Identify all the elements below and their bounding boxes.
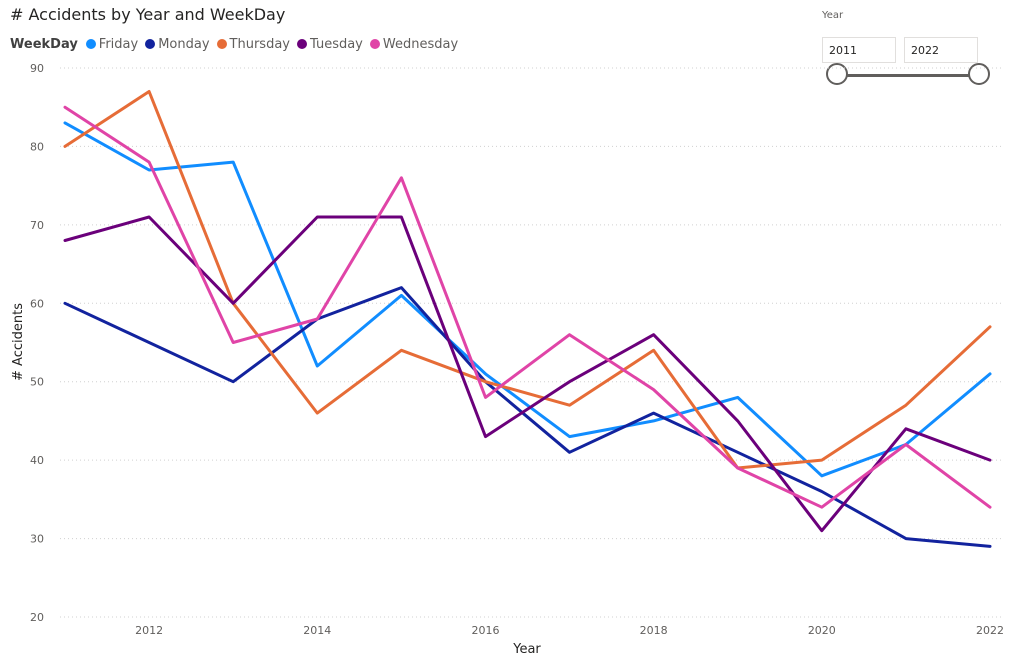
y-axis-title: # Accidents [11, 303, 26, 381]
y-tick-label: 60 [30, 297, 44, 310]
slicer-end-input[interactable]: 2022 [904, 37, 978, 63]
x-tick-label: 2014 [303, 624, 331, 637]
series-lines [63, 90, 992, 548]
gridlines [60, 67, 1002, 618]
y-tick-label: 40 [30, 454, 44, 467]
slicer-title: Year [822, 10, 844, 21]
series-line-wednesday[interactable] [63, 105, 992, 509]
x-tick-label: 2022 [976, 624, 1004, 637]
series-line-friday[interactable] [63, 121, 992, 478]
y-tick-label: 50 [30, 376, 44, 389]
legend-swatch-tuesday [296, 39, 307, 49]
y-tick-label: 80 [30, 140, 44, 153]
year-range-slicer: Year 2011 2022 [822, 8, 1002, 98]
y-tick-label: 90 [30, 62, 44, 75]
legend-item-monday[interactable]: Monday [145, 36, 210, 52]
legend-swatch-thursday [216, 39, 227, 49]
legend: WeekDay Friday Monday Thursday Tuesday W… [10, 36, 465, 52]
series-line-tuesday[interactable] [63, 215, 992, 533]
legend-swatch-wednesday [369, 39, 380, 49]
y-tick-label: 30 [30, 533, 44, 546]
x-tick-label: 2016 [471, 624, 499, 637]
slicer-start-input[interactable]: 2011 [822, 37, 896, 63]
legend-label-monday: Monday [158, 36, 210, 52]
x-tick-label: 2012 [135, 624, 163, 637]
legend-swatch-friday [85, 39, 96, 49]
x-axis-ticks: 2012 2014 2016 2018 2020 2022 [135, 624, 1004, 637]
series-line-monday[interactable] [63, 286, 992, 548]
legend-title: WeekDay [10, 36, 78, 52]
legend-item-tuesday[interactable]: Tuesday [296, 36, 363, 52]
slicer-start-handle[interactable] [826, 63, 848, 85]
legend-label-tuesday: Tuesday [309, 36, 363, 52]
x-tick-label: 2018 [640, 624, 668, 637]
x-tick-label: 2020 [808, 624, 836, 637]
x-axis-title: Year [512, 642, 541, 657]
legend-label-thursday: Thursday [229, 36, 290, 52]
legend-label-wednesday: Wednesday [382, 36, 459, 52]
y-axis-ticks: 20 30 40 50 60 70 80 90 [30, 62, 44, 624]
legend-label-friday: Friday [98, 36, 139, 52]
legend-swatch-monday [145, 39, 156, 49]
legend-item-wednesday[interactable]: Wednesday [369, 36, 459, 52]
y-tick-label: 70 [30, 219, 44, 232]
slicer-track[interactable] [837, 74, 979, 77]
series-line-thursday[interactable] [63, 90, 992, 470]
y-tick-label: 20 [30, 611, 44, 624]
legend-item-friday[interactable]: Friday [85, 36, 139, 52]
legend-item-thursday[interactable]: Thursday [216, 36, 290, 52]
chart-title: # Accidents by Year and WeekDay [10, 5, 286, 24]
